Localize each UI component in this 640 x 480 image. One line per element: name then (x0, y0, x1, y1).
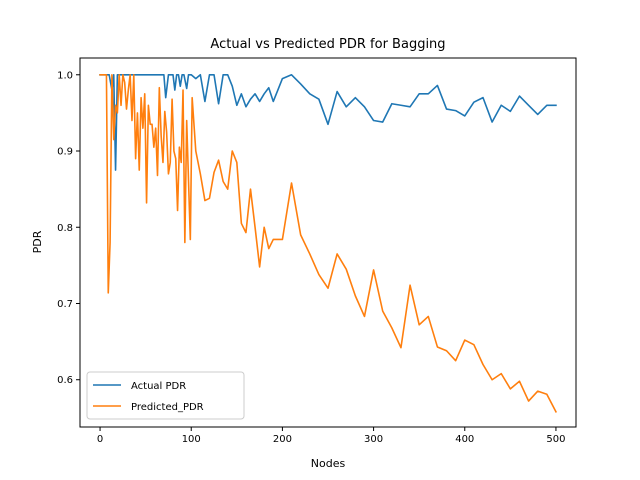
y-tick-label: 0.7 (57, 299, 73, 310)
plot-frame (79, 57, 577, 428)
x-axis-label: Nodes (311, 457, 346, 470)
chart-title: Actual vs Predicted PDR for Bagging (210, 37, 445, 52)
y-tick-label: 0.6 (57, 375, 73, 386)
y-axis: 0.6 0.7 0.8 0.9 1.0 (57, 70, 80, 386)
x-tick-label: 400 (455, 434, 474, 445)
legend-label-1: Predicted_PDR (131, 402, 204, 413)
y-tick-label: 0.9 (57, 147, 73, 158)
legend-label-0: Actual PDR (131, 381, 186, 392)
y-tick-label: 1.0 (57, 70, 73, 81)
y-tick-label: 0.8 (57, 223, 73, 234)
plot-lines (99, 73, 558, 413)
legend: Actual PDR Predicted_PDR (86, 371, 245, 420)
x-tick-label: 100 (182, 434, 201, 445)
legend-box (86, 371, 245, 420)
x-tick-label: 300 (364, 434, 383, 445)
x-axis: 0 100 200 300 400 500 (97, 427, 565, 445)
y-axis-label: PDR (31, 230, 44, 253)
series-line-0 (99, 73, 557, 171)
x-tick-label: 500 (546, 434, 565, 445)
x-tick-label: 200 (273, 434, 292, 445)
x-tick-label: 0 (97, 434, 103, 445)
series-line-1 (99, 73, 558, 413)
